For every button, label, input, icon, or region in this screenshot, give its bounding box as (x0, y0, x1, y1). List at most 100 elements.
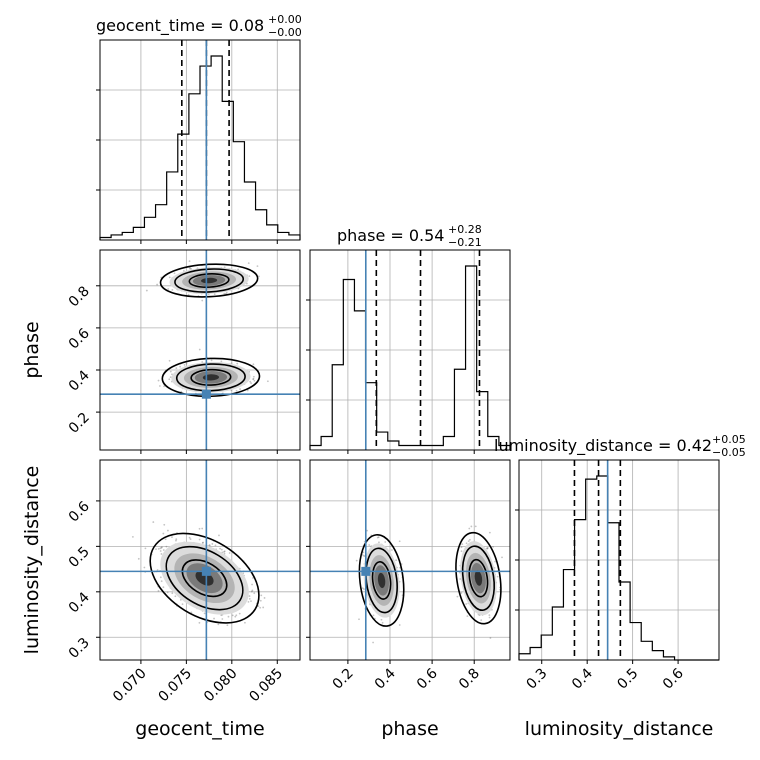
scatter-point (260, 594, 263, 597)
scatter-point (201, 542, 204, 544)
scatter-point (167, 288, 170, 290)
scatter-point (157, 379, 160, 382)
scatter-point (361, 587, 364, 590)
scatter-point (219, 547, 222, 550)
scatter-point (160, 580, 163, 583)
scatter-point (398, 540, 401, 543)
scatter-point (362, 551, 365, 554)
scatter-point (189, 267, 191, 270)
scatter-point (173, 272, 176, 275)
scatter-point (189, 538, 192, 541)
truth-marker-luminosity_distance-vs-geocent_time (201, 566, 211, 576)
scatter-point (167, 529, 169, 532)
quantile-and-truth-layer (100, 40, 622, 660)
scatter-point (168, 359, 171, 362)
scatter-point (201, 361, 204, 363)
scatter-point (250, 382, 253, 385)
scatter-point (496, 575, 499, 578)
scatter-point (185, 362, 188, 365)
contour-luminosity_distance-vs-geocent_time-1 (165, 545, 244, 611)
scatter-point (251, 583, 253, 586)
scatter-point (494, 560, 497, 563)
scatter-point (376, 536, 379, 539)
scatter-point (486, 547, 489, 550)
scatter-point (489, 637, 492, 639)
xlabel-phase: phase (381, 718, 438, 740)
scatter-point (262, 606, 265, 609)
scatter-point (166, 591, 169, 594)
scatter-point (220, 614, 223, 617)
scatter-point (213, 293, 216, 296)
scatter-point (162, 586, 165, 589)
scatter-point (252, 577, 254, 579)
scatter-point (252, 378, 255, 381)
scatter-point (501, 556, 503, 559)
scatter-point (228, 552, 231, 554)
scatter-point (162, 549, 165, 551)
ytick-label-luminosity_distance: 0.5 (66, 544, 93, 571)
scatter-point (236, 362, 239, 365)
title-phase-sub: −0.21 (448, 236, 482, 249)
xtick-label-geocent_time: 0.070 (110, 666, 150, 706)
scatter-point (160, 553, 163, 555)
scatter-point (492, 545, 494, 548)
xtick-label-luminosity_distance: 0.5 (614, 666, 641, 693)
xtick-label-luminosity_distance: 0.4 (569, 665, 596, 692)
scatter-point (459, 578, 462, 580)
scatter-point (378, 541, 380, 544)
density-level-3 (474, 570, 483, 586)
xlabel-luminosity-distance: luminosity_distance (525, 718, 714, 740)
scatter-point (175, 367, 178, 369)
scatter-point (198, 621, 201, 624)
contour-phase-vs-geocent_time-0 (161, 357, 261, 398)
scatter-point (460, 546, 463, 549)
scatter-point (217, 623, 220, 626)
title-phase: phase = 0.54 (337, 226, 444, 245)
scatter-point (201, 527, 204, 530)
density-layer (160, 267, 497, 618)
scatter-point (263, 597, 266, 599)
scatter-point (257, 275, 260, 278)
scatter-point (256, 265, 259, 268)
scatter-point (202, 541, 204, 544)
scatter-point (225, 291, 228, 294)
ytick-label-luminosity_distance: 0.6 (66, 498, 93, 525)
title-luminosity-distance-sub: −0.05 (712, 446, 746, 459)
scatter-point (175, 538, 178, 541)
scatter-point (466, 615, 469, 618)
scatter-point (188, 260, 191, 263)
scatter-point (231, 614, 234, 617)
scatter-point (248, 595, 251, 597)
scatter-point (390, 549, 393, 551)
density-level-3 (377, 572, 386, 589)
panel-phase-vs-geocent_time-frame (99, 249, 301, 451)
scatter-point (252, 363, 255, 366)
scatter-point (213, 617, 215, 620)
scatter-point (159, 550, 162, 552)
scatter-point (164, 538, 167, 541)
scatter-point (203, 612, 206, 615)
xtick-label-geocent_time: 0.080 (201, 666, 241, 706)
scatter-point (155, 548, 157, 551)
scatter-point (377, 536, 380, 539)
contour-luminosity_distance-vs-phase-1 (461, 545, 496, 611)
scatter-point (181, 603, 184, 606)
ylabel-luminosity-distance: luminosity_distance (21, 466, 43, 655)
scatter-point (156, 569, 159, 571)
scatter-point (372, 614, 375, 617)
scatter-point (179, 365, 182, 368)
ytick-label-phase: 0.8 (66, 283, 93, 310)
scatter-point (163, 385, 165, 388)
scatter-point (398, 624, 401, 626)
scatter-point (480, 619, 483, 622)
contour-layer (149, 263, 502, 627)
title-geocent-time-sub: −0.00 (268, 26, 302, 39)
scatter-point (249, 380, 252, 383)
ytick-label-luminosity_distance: 0.4 (66, 589, 93, 616)
ylabel-phase: phase (21, 321, 43, 378)
truth-marker-luminosity_distance-vs-phase (361, 566, 371, 576)
scatter-point (165, 545, 168, 548)
scatter-point (221, 618, 224, 620)
scatter-point (198, 538, 201, 541)
contour-phase-vs-geocent_time-0 (159, 263, 259, 298)
